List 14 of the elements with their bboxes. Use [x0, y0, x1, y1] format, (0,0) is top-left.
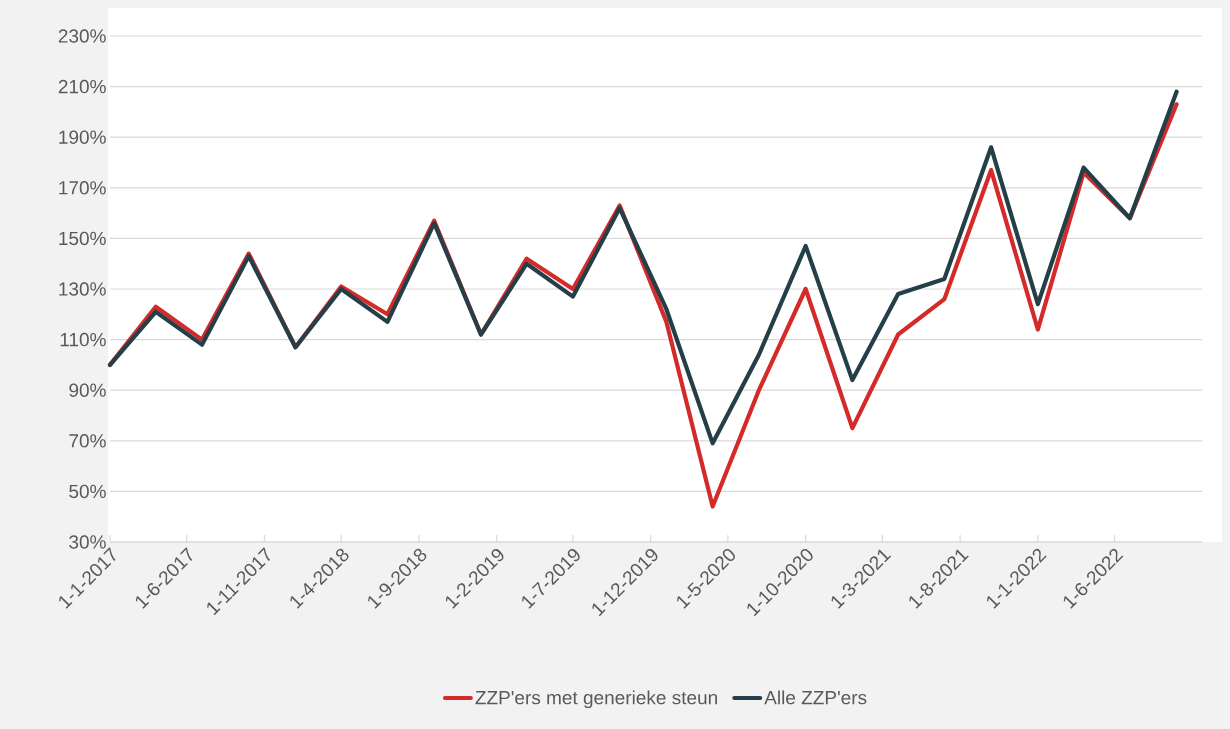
y-tick-label: 90%	[69, 383, 106, 397]
line-series	[107, 89, 1179, 446]
y-tick-label: 50%	[69, 484, 106, 499]
legend-label: ZZP'ers met generieke steun	[475, 690, 717, 709]
y-tick-label: 130%	[59, 282, 106, 296]
y-tick-label: 210%	[58, 79, 106, 94]
y-tick-label: 70%	[69, 434, 106, 448]
legend-label: Alle ZZP'ers	[764, 690, 867, 705]
y-tick-label: 170%	[59, 181, 106, 195]
y-tick-label: 150%	[59, 231, 106, 246]
y-tick-label: 190%	[59, 130, 106, 144]
y-tick-label: 30%	[69, 535, 106, 549]
y-tick-label: 110%	[60, 332, 106, 347]
y-tick-label: 230%	[58, 29, 106, 43]
